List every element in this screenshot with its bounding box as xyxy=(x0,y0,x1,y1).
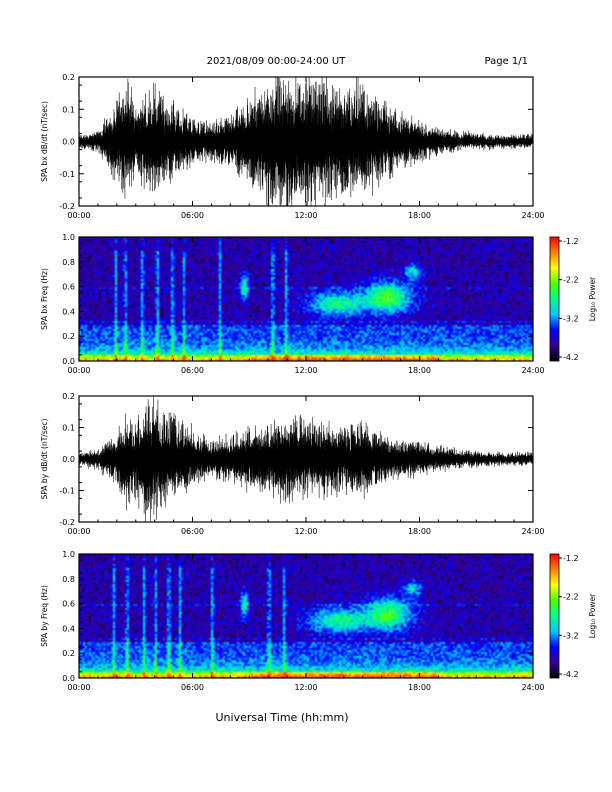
y-axis-label: SPA by Freq (Hz) xyxy=(40,585,49,647)
x-tick-label: 24:00 xyxy=(521,211,544,220)
waveform-series-by xyxy=(79,396,533,529)
x-tick-label: 00:00 xyxy=(67,527,90,536)
colorbar-tick-label: -2.2 xyxy=(563,593,579,602)
x-tick-label: 00:00 xyxy=(67,211,90,220)
x-tick-label: 12:00 xyxy=(294,211,317,220)
x-tick-label: 12:00 xyxy=(294,683,317,692)
y-tick-label: -0.1 xyxy=(59,170,75,179)
y-tick-label: 0.8 xyxy=(62,575,75,584)
y-tick-label: 0.2 xyxy=(62,332,75,341)
colorbar-tick-label: -2.2 xyxy=(563,276,579,285)
y-tick-label: 0.6 xyxy=(62,600,75,609)
y-tick-label: -0.2 xyxy=(59,202,75,211)
spectrogram-by xyxy=(79,554,533,678)
x-tick-label: 18:00 xyxy=(408,683,431,692)
y-tick-label: 1.0 xyxy=(62,233,75,242)
colorbar: -1.2 -2.2 -3.2 -4.2 Log₁₀ Power xyxy=(550,237,597,362)
y-tick-label: 0.1 xyxy=(62,105,75,114)
y-tick-label: 0.1 xyxy=(62,424,75,433)
x-tick-label: 06:00 xyxy=(181,211,204,220)
colorbar-tick-label: -1.2 xyxy=(563,554,579,563)
x-tick-label: 24:00 xyxy=(521,527,544,536)
x-tick-label: 24:00 xyxy=(521,366,544,375)
y-tick-label: 0.0 xyxy=(62,357,75,366)
y-tick-label: 0.2 xyxy=(62,392,75,401)
x-axis-title: Universal Time (hh:mm) xyxy=(216,711,349,724)
y-tick-label: -0.1 xyxy=(59,487,75,496)
y-tick-label: 0.0 xyxy=(62,138,75,147)
y-tick-label: 0.4 xyxy=(62,307,75,316)
colorbar-label: Log₁₀ Power xyxy=(588,276,597,321)
y-tick-label: 0.2 xyxy=(62,649,75,658)
colorbar-tick-label: -4.2 xyxy=(563,353,579,362)
x-tick-label: 18:00 xyxy=(408,366,431,375)
y-tick-label: 0.2 xyxy=(62,73,75,82)
colorbar-label: Log₁₀ Power xyxy=(588,593,597,638)
y-tick-label: -0.2 xyxy=(59,518,75,527)
x-tick-label: 06:00 xyxy=(181,366,204,375)
x-tick-label: 00:00 xyxy=(67,366,90,375)
colorbar-tick-label: -4.2 xyxy=(563,670,579,679)
y-axis-label: SPA bx Freq (Hz) xyxy=(40,268,49,330)
y-tick-label: 0.6 xyxy=(62,283,75,292)
y-tick-label: 0.4 xyxy=(62,624,75,633)
colorbar: -1.2 -2.2 -3.2 -4.2 Log₁₀ Power xyxy=(550,554,597,679)
colorbar-tick-label: -1.2 xyxy=(563,237,579,246)
x-tick-label: 12:00 xyxy=(294,527,317,536)
x-tick-label: 18:00 xyxy=(408,527,431,536)
panels: 0.20.10.0-0.1-0.200:00 06:00 12:00 18:00 24:… xyxy=(40,70,597,692)
y-axis-label: SPA bx dB/dt (nT/sec) xyxy=(40,101,49,182)
figure-title: 2021/08/09 00:00-24:00 UT xyxy=(207,56,347,67)
x-tick-label: 18:00 xyxy=(408,211,431,220)
y-tick-label: 0.0 xyxy=(62,674,75,683)
colorbar-tick-label: -3.2 xyxy=(563,314,579,323)
x-tick-label: 00:00 xyxy=(67,683,90,692)
colorbar-scale xyxy=(550,237,559,361)
x-tick-label: 06:00 xyxy=(181,683,204,692)
x-tick-label: 12:00 xyxy=(294,366,317,375)
spectrogram-bx xyxy=(79,237,533,361)
page-number: Page 1/1 xyxy=(485,56,528,67)
colorbar-scale xyxy=(550,554,559,678)
y-tick-label: 0.8 xyxy=(62,258,75,267)
x-tick-label: 24:00 xyxy=(521,683,544,692)
y-tick-label: 0.0 xyxy=(62,455,75,464)
colorbar-tick-label: -3.2 xyxy=(563,631,579,640)
y-tick-label: 1.0 xyxy=(62,550,75,559)
y-axis-label: SPA by dB/dt (nT/sec) xyxy=(40,419,49,500)
waveform-series-bx xyxy=(79,70,533,216)
x-tick-label: 06:00 xyxy=(181,527,204,536)
